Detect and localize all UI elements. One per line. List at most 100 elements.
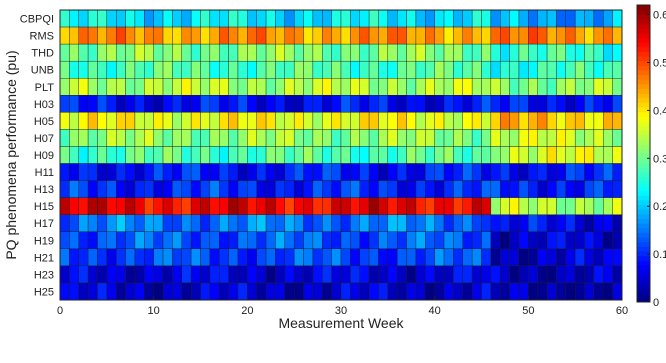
heatmap-cell xyxy=(144,26,154,45)
heatmap-cell xyxy=(368,231,379,250)
colorbar-segment xyxy=(637,18,650,25)
heatmap-cell xyxy=(574,163,585,181)
heatmap-cell xyxy=(556,146,566,164)
heatmap-cell xyxy=(247,43,257,62)
heatmap-cell xyxy=(200,180,211,198)
heatmap-cell xyxy=(134,129,145,147)
heatmap-cell xyxy=(415,78,426,96)
heatmap-cell xyxy=(275,197,285,215)
heatmap-cell xyxy=(556,9,566,28)
heatmap-cell xyxy=(87,248,98,267)
heatmap-cell xyxy=(368,248,379,267)
heatmap-cell xyxy=(134,43,145,62)
heatmap-cell xyxy=(97,265,108,284)
heatmap-cell xyxy=(603,231,613,250)
heatmap-cell xyxy=(546,129,557,147)
heatmap-cell xyxy=(406,282,417,301)
heatmap-cell xyxy=(78,265,89,284)
heatmap-cell xyxy=(593,282,604,301)
heatmap-cell xyxy=(172,180,182,198)
heatmap-cell xyxy=(574,9,585,28)
row-label: H21 xyxy=(34,252,54,264)
colorbar-segment xyxy=(637,218,650,224)
heatmap-cell xyxy=(190,180,201,198)
heatmap-cell xyxy=(78,129,89,147)
heatmap-cell xyxy=(425,146,435,164)
heatmap-cell xyxy=(200,95,211,113)
heatmap-cell xyxy=(97,78,108,96)
heatmap-cell xyxy=(350,60,360,79)
heatmap-cell xyxy=(247,248,257,267)
heatmap-cell xyxy=(574,180,585,198)
heatmap-cell xyxy=(490,43,501,62)
heatmap-cell xyxy=(219,231,229,250)
heatmap-cell xyxy=(237,26,248,45)
heatmap-cell xyxy=(481,60,492,79)
heatmap-cell xyxy=(471,214,482,232)
heatmap-cell xyxy=(219,9,229,28)
heatmap-cell xyxy=(275,78,285,96)
heatmap-cell xyxy=(190,9,201,28)
heatmap-cell xyxy=(593,112,604,130)
colorbar-segment xyxy=(637,237,650,243)
heatmap-cell xyxy=(134,163,145,181)
heatmap-cell xyxy=(59,214,70,232)
heatmap-cell xyxy=(162,180,173,198)
heatmap-cell xyxy=(144,60,154,79)
heatmap-cell xyxy=(181,282,192,301)
heatmap-cell xyxy=(434,231,445,250)
heatmap-cell xyxy=(378,26,389,45)
heatmap-cell xyxy=(134,9,145,28)
heatmap-cell xyxy=(565,248,576,267)
heatmap-cell xyxy=(293,95,304,113)
heatmap-cell xyxy=(593,26,604,45)
heatmap-cell xyxy=(312,282,323,301)
heatmap-cell xyxy=(397,60,407,79)
heatmap-cell xyxy=(172,60,182,79)
heatmap-cell xyxy=(397,112,407,130)
heatmap-cell xyxy=(275,9,285,28)
heatmap-cell xyxy=(584,60,595,79)
colorbar: 0 0.1 0.2 0.3 0.4 0.5 0.6 xyxy=(636,4,666,309)
heatmap-cell xyxy=(340,248,351,267)
heatmap-cell xyxy=(397,214,407,232)
heatmap-cell xyxy=(397,95,407,113)
colorbar-segment xyxy=(637,158,650,164)
heatmap-cell xyxy=(490,9,501,28)
heatmap-cell xyxy=(322,214,332,232)
heatmap-cell xyxy=(584,95,595,113)
heatmap-cell xyxy=(125,26,136,45)
heatmap-cell xyxy=(565,112,576,130)
heatmap-cell xyxy=(125,163,136,181)
heatmap-cell xyxy=(322,180,332,198)
heatmap-cell xyxy=(603,248,613,267)
x-tick-label: 0 xyxy=(57,305,63,317)
heatmap-cell xyxy=(593,9,604,28)
heatmap-cell xyxy=(284,112,295,130)
heatmap-cell xyxy=(359,95,370,113)
heatmap-cell xyxy=(97,180,108,198)
heatmap-cell xyxy=(368,282,379,301)
colorbar-segment xyxy=(637,14,650,20)
colorbar-segment xyxy=(637,181,650,187)
heatmap-cell xyxy=(565,9,576,28)
heatmap-cell xyxy=(331,214,342,232)
heatmap-cell xyxy=(574,248,585,267)
heatmap-cell xyxy=(87,265,98,284)
heatmap-cell xyxy=(425,78,435,96)
heatmap-cell xyxy=(97,112,108,130)
heatmap-cell xyxy=(556,43,566,62)
heatmap-cell xyxy=(162,282,173,301)
heatmap-cell xyxy=(322,26,332,45)
colorbar-segment xyxy=(637,139,650,145)
heatmap-cell xyxy=(228,9,239,28)
row-label: H15 xyxy=(34,201,54,213)
heatmap-cell xyxy=(331,248,342,267)
heatmap-cell xyxy=(125,9,136,28)
heatmap-cell xyxy=(406,95,417,113)
heatmap-cell xyxy=(359,78,370,96)
heatmap-cell xyxy=(397,146,407,164)
heatmap-cell xyxy=(453,180,463,198)
colorbar-segment xyxy=(637,23,650,29)
heatmap-cell xyxy=(612,248,623,267)
